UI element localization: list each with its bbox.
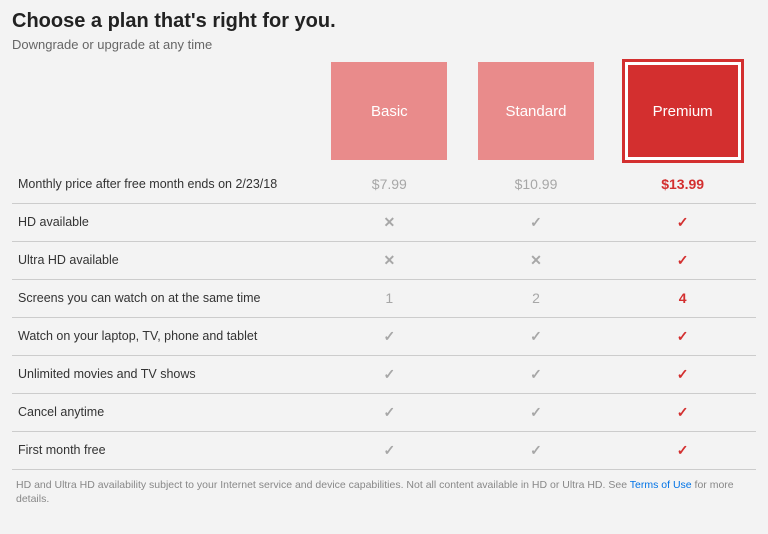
feature-value: 4 [609,279,756,317]
feature-value: ✓ [316,393,463,431]
feature-label: HD available [12,203,316,241]
x-icon: ✕ [383,252,395,268]
feature-label: First month free [12,431,316,469]
feature-value: ✓ [463,203,610,241]
plan-header-row: Basic Standard Premium [12,62,756,160]
feature-table: Monthly price after free month ends on 2… [12,166,756,470]
x-icon: ✕ [530,252,542,268]
check-icon: ✓ [530,442,542,458]
feature-label: Watch on your laptop, TV, phone and tabl… [12,317,316,355]
check-icon: ✓ [383,328,395,344]
plan-box-premium[interactable]: Premium [625,62,741,160]
feature-value: ✓ [463,317,610,355]
feature-row: Watch on your laptop, TV, phone and tabl… [12,317,756,355]
feature-row: HD available ✕ ✓ ✓ [12,203,756,241]
feature-value: ✓ [609,317,756,355]
check-icon: ✓ [383,442,395,458]
page-title: Choose a plan that's right for you. [12,10,756,33]
feature-value: ✓ [609,431,756,469]
feature-row: Monthly price after free month ends on 2… [12,166,756,203]
check-icon: ✓ [530,214,542,230]
feature-row: Ultra HD available ✕ ✕ ✓ [12,241,756,279]
feature-value: ✓ [463,355,610,393]
check-icon: ✓ [677,214,689,230]
check-icon: ✓ [383,404,395,420]
check-icon: ✓ [677,404,689,420]
plan-box-standard[interactable]: Standard [478,62,594,160]
feature-value: ✓ [609,355,756,393]
feature-row: First month free ✓ ✓ ✓ [12,431,756,469]
terms-link[interactable]: Terms of Use [630,479,692,491]
feature-label: Monthly price after free month ends on 2… [12,166,316,203]
feature-label: Ultra HD available [12,241,316,279]
footnote: HD and Ultra HD availability subject to … [12,478,756,506]
feature-row: Unlimited movies and TV shows ✓ ✓ ✓ [12,355,756,393]
feature-value: ✓ [609,393,756,431]
feature-row: Cancel anytime ✓ ✓ ✓ [12,393,756,431]
feature-value: 1 [316,279,463,317]
feature-label: Unlimited movies and TV shows [12,355,316,393]
feature-value: ✓ [316,431,463,469]
feature-label: Screens you can watch on at the same tim… [12,279,316,317]
check-icon: ✓ [677,252,689,268]
feature-value: 2 [463,279,610,317]
feature-value: ✕ [463,241,610,279]
feature-value: ✓ [609,241,756,279]
feature-value: ✕ [316,203,463,241]
check-icon: ✓ [530,366,542,382]
feature-value: $10.99 [463,166,610,203]
feature-value: $7.99 [316,166,463,203]
feature-value: ✓ [316,317,463,355]
feature-label: Cancel anytime [12,393,316,431]
check-icon: ✓ [677,442,689,458]
feature-value: ✓ [463,431,610,469]
plan-label: Premium [653,103,713,120]
feature-value: ✕ [316,241,463,279]
plan-label: Basic [371,103,408,120]
check-icon: ✓ [530,404,542,420]
plan-box-basic[interactable]: Basic [331,62,447,160]
plan-label: Standard [506,103,567,120]
feature-value: ✓ [609,203,756,241]
footnote-text-pre: HD and Ultra HD availability subject to … [16,479,630,491]
feature-value: ✓ [316,355,463,393]
page-subtitle: Downgrade or upgrade at any time [12,37,756,52]
check-icon: ✓ [677,328,689,344]
check-icon: ✓ [677,366,689,382]
check-icon: ✓ [530,328,542,344]
feature-row: Screens you can watch on at the same tim… [12,279,756,317]
feature-value: ✓ [463,393,610,431]
check-icon: ✓ [383,366,395,382]
feature-value: $13.99 [609,166,756,203]
x-icon: ✕ [383,214,395,230]
